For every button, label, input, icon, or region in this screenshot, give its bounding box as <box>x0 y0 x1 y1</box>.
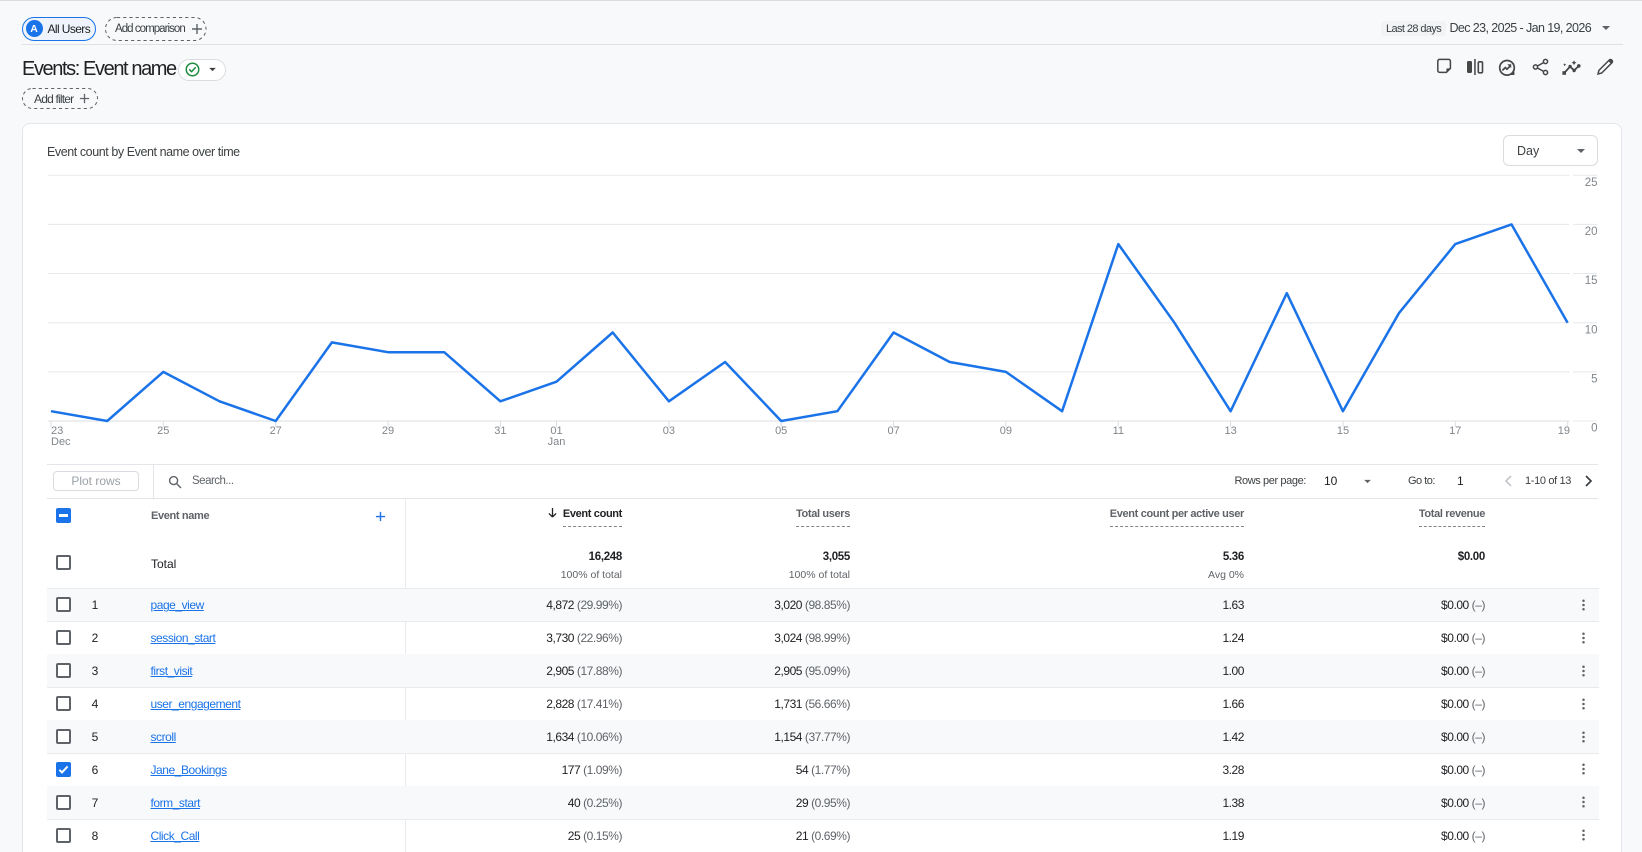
svg-text:19: 19 <box>1558 425 1570 437</box>
svg-text:Jan: Jan <box>548 436 566 448</box>
svg-text:15: 15 <box>1337 425 1349 437</box>
svg-text:10: 10 <box>1585 324 1598 336</box>
svg-text:01: 01 <box>550 425 562 437</box>
svg-text:09: 09 <box>1000 425 1012 437</box>
svg-text:31: 31 <box>494 425 506 437</box>
svg-text:25: 25 <box>157 425 169 437</box>
svg-text:13: 13 <box>1224 425 1236 437</box>
svg-text:05: 05 <box>775 425 787 437</box>
svg-text:27: 27 <box>270 425 282 437</box>
svg-text:25: 25 <box>1585 177 1598 189</box>
svg-text:20: 20 <box>1585 226 1598 238</box>
svg-text:15: 15 <box>1585 275 1598 287</box>
svg-text:07: 07 <box>887 425 899 437</box>
svg-text:03: 03 <box>663 425 675 437</box>
svg-text:Dec: Dec <box>51 436 71 448</box>
svg-text:23: 23 <box>51 425 63 437</box>
svg-text:0: 0 <box>1591 423 1597 435</box>
svg-text:17: 17 <box>1449 425 1461 437</box>
svg-text:11: 11 <box>1113 425 1124 437</box>
svg-text:29: 29 <box>382 425 394 437</box>
svg-text:5: 5 <box>1591 374 1597 386</box>
